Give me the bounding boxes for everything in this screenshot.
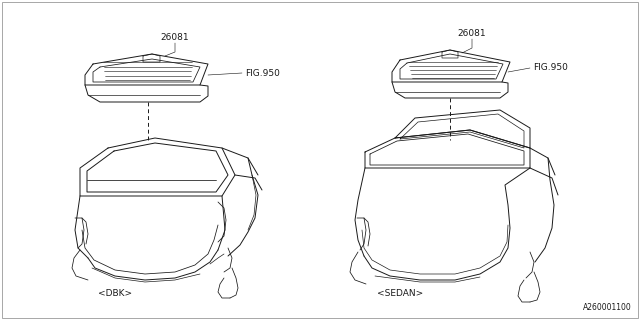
Text: 26081: 26081 <box>161 34 189 43</box>
Text: <SEDAN>: <SEDAN> <box>377 289 423 298</box>
Text: A260001100: A260001100 <box>583 303 632 312</box>
Text: FIG.950: FIG.950 <box>245 68 280 77</box>
Text: 26081: 26081 <box>458 29 486 38</box>
Text: FIG.950: FIG.950 <box>533 63 568 73</box>
Text: <DBK>: <DBK> <box>98 289 132 298</box>
